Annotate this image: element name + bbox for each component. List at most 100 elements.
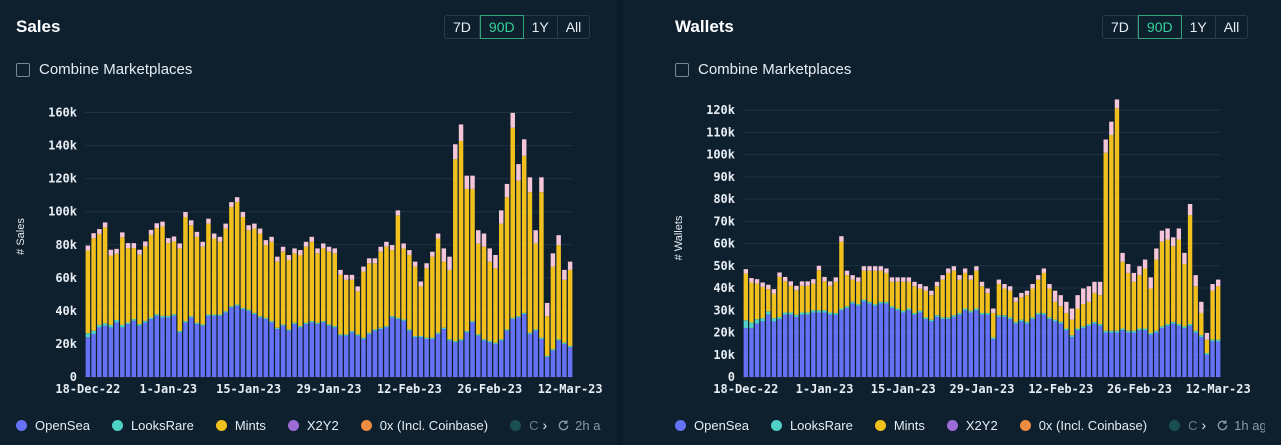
bar-segment-opensea[interactable]	[298, 327, 303, 377]
bar-segment-looksrare[interactable]	[766, 311, 771, 315]
bar-segment-looksrare[interactable]	[498, 339, 504, 341]
sales-legend-x2y2[interactable]: X2Y2	[287, 418, 339, 433]
bar-segment-mints[interactable]	[217, 241, 223, 315]
bar-segment-opensea[interactable]	[567, 347, 573, 377]
bar-segment-opensea[interactable]	[884, 303, 889, 377]
bar-segment-other[interactable]	[743, 269, 749, 274]
bar-segment-mints[interactable]	[805, 285, 810, 313]
bar-segment-looksrare[interactable]	[1030, 317, 1035, 320]
bar-segment-other[interactable]	[493, 255, 498, 269]
bar-segment-mints[interactable]	[234, 202, 240, 305]
bar-segment-opensea[interactable]	[131, 320, 137, 377]
bar-segment-other[interactable]	[884, 268, 889, 273]
bar-segment-looksrare[interactable]	[435, 332, 441, 335]
bar-segment-mints[interactable]	[533, 243, 538, 330]
bar-segment-opensea[interactable]	[188, 317, 194, 377]
bar-segment-looksrare[interactable]	[934, 315, 940, 317]
bar-segment-looksrare[interactable]	[968, 310, 973, 313]
bar-segment-opensea[interactable]	[504, 330, 510, 377]
bar-segment-other[interactable]	[827, 281, 833, 286]
bar-segment-mints[interactable]	[355, 291, 360, 335]
bar-segment-mints[interactable]	[985, 292, 990, 313]
bar-segment-opensea[interactable]	[160, 317, 165, 377]
bar-segment-other[interactable]	[957, 275, 962, 280]
sales-legend-mints[interactable]: Mints	[215, 418, 266, 433]
bar-segment-mints[interactable]	[143, 246, 148, 321]
bar-segment-opensea[interactable]	[901, 312, 906, 377]
bar-segment-looksrare[interactable]	[929, 319, 934, 322]
bar-segment-opensea[interactable]	[1126, 332, 1131, 377]
bar-segment-opensea[interactable]	[1064, 330, 1069, 377]
bar-segment-opensea[interactable]	[137, 325, 142, 377]
bar-segment-looksrare[interactable]	[901, 310, 906, 313]
sales-legend-0x[interactable]: 0x (Incl. Coinbase)	[360, 418, 488, 433]
bar-segment-looksrare[interactable]	[816, 310, 822, 313]
bar-segment-opensea[interactable]	[91, 334, 96, 377]
bar-segment-opensea[interactable]	[389, 317, 395, 377]
bar-segment-mints[interactable]	[114, 253, 119, 320]
bar-segment-mints[interactable]	[240, 216, 246, 308]
bar-segment-opensea[interactable]	[991, 339, 996, 377]
bar-segment-looksrare[interactable]	[743, 320, 749, 329]
bar-segment-opensea[interactable]	[974, 310, 979, 377]
bar-segment-opensea[interactable]	[957, 314, 962, 377]
bar-segment-opensea[interactable]	[1075, 330, 1080, 377]
bar-segment-opensea[interactable]	[493, 343, 498, 377]
bar-segment-other[interactable]	[1103, 139, 1108, 153]
bar-segment-opensea[interactable]	[923, 319, 928, 377]
bar-segment-opensea[interactable]	[533, 330, 538, 377]
bar-segment-opensea[interactable]	[766, 314, 771, 377]
bar-segment-looksrare[interactable]	[811, 310, 816, 313]
bar-segment-mints[interactable]	[1210, 290, 1215, 340]
bar-segment-mints[interactable]	[389, 250, 395, 317]
bar-segment-other[interactable]	[844, 270, 850, 276]
bar-segment-looksrare[interactable]	[378, 327, 383, 330]
bar-segment-looksrare[interactable]	[303, 322, 309, 325]
sales-range-90d[interactable]: 90D	[479, 15, 524, 39]
bar-segment-other[interactable]	[418, 281, 424, 287]
bar-segment-other[interactable]	[194, 231, 200, 237]
bar-segment-looksrare[interactable]	[556, 339, 561, 341]
bar-segment-opensea[interactable]	[229, 307, 234, 377]
bar-segment-looksrare[interactable]	[476, 334, 481, 336]
bar-segment-mints[interactable]	[884, 272, 889, 302]
bar-segment-other[interactable]	[395, 210, 401, 216]
bar-segment-mints[interactable]	[794, 290, 799, 315]
bar-segment-other[interactable]	[895, 277, 900, 282]
bar-segment-looksrare[interactable]	[833, 312, 838, 315]
bar-segment-mints[interactable]	[527, 192, 533, 333]
bar-segment-mints[interactable]	[1154, 259, 1159, 331]
bar-segment-looksrare[interactable]	[384, 326, 389, 328]
bar-segment-looksrare[interactable]	[844, 306, 850, 309]
bar-segment-other[interactable]	[974, 266, 979, 271]
bar-segment-mints[interactable]	[521, 155, 527, 313]
bar-segment-other[interactable]	[246, 225, 251, 231]
bar-segment-opensea[interactable]	[794, 316, 799, 377]
bar-segment-mints[interactable]	[1041, 272, 1047, 313]
bar-segment-mints[interactable]	[934, 286, 940, 316]
bar-segment-opensea[interactable]	[286, 330, 292, 377]
bar-segment-other[interactable]	[321, 243, 326, 249]
bar-segment-opensea[interactable]	[85, 337, 91, 377]
bar-segment-mints[interactable]	[91, 238, 96, 331]
bar-segment-other[interactable]	[749, 278, 754, 283]
bar-segment-other[interactable]	[1171, 237, 1176, 247]
bar-segment-opensea[interactable]	[1092, 323, 1097, 377]
bar-segment-other[interactable]	[183, 212, 188, 217]
bar-segment-mints[interactable]	[1148, 288, 1153, 333]
bar-segment-mints[interactable]	[424, 268, 429, 338]
bar-segment-opensea[interactable]	[1171, 323, 1176, 377]
bar-segment-other[interactable]	[286, 255, 292, 260]
bar-segment-mints[interactable]	[326, 251, 332, 325]
bar-segment-mints[interactable]	[166, 243, 171, 316]
bar-segment-opensea[interactable]	[527, 334, 533, 377]
bar-segment-mints[interactable]	[458, 140, 464, 340]
bar-segment-mints[interactable]	[366, 263, 372, 333]
bar-segment-other[interactable]	[754, 279, 760, 284]
chevron-right-icon[interactable]: ›	[542, 417, 548, 433]
bar-segment-opensea[interactable]	[872, 305, 878, 377]
bar-segment-mints[interactable]	[372, 263, 378, 330]
bar-segment-looksrare[interactable]	[148, 317, 154, 320]
bar-segment-mints[interactable]	[929, 295, 934, 320]
bar-segment-other[interactable]	[550, 253, 556, 267]
